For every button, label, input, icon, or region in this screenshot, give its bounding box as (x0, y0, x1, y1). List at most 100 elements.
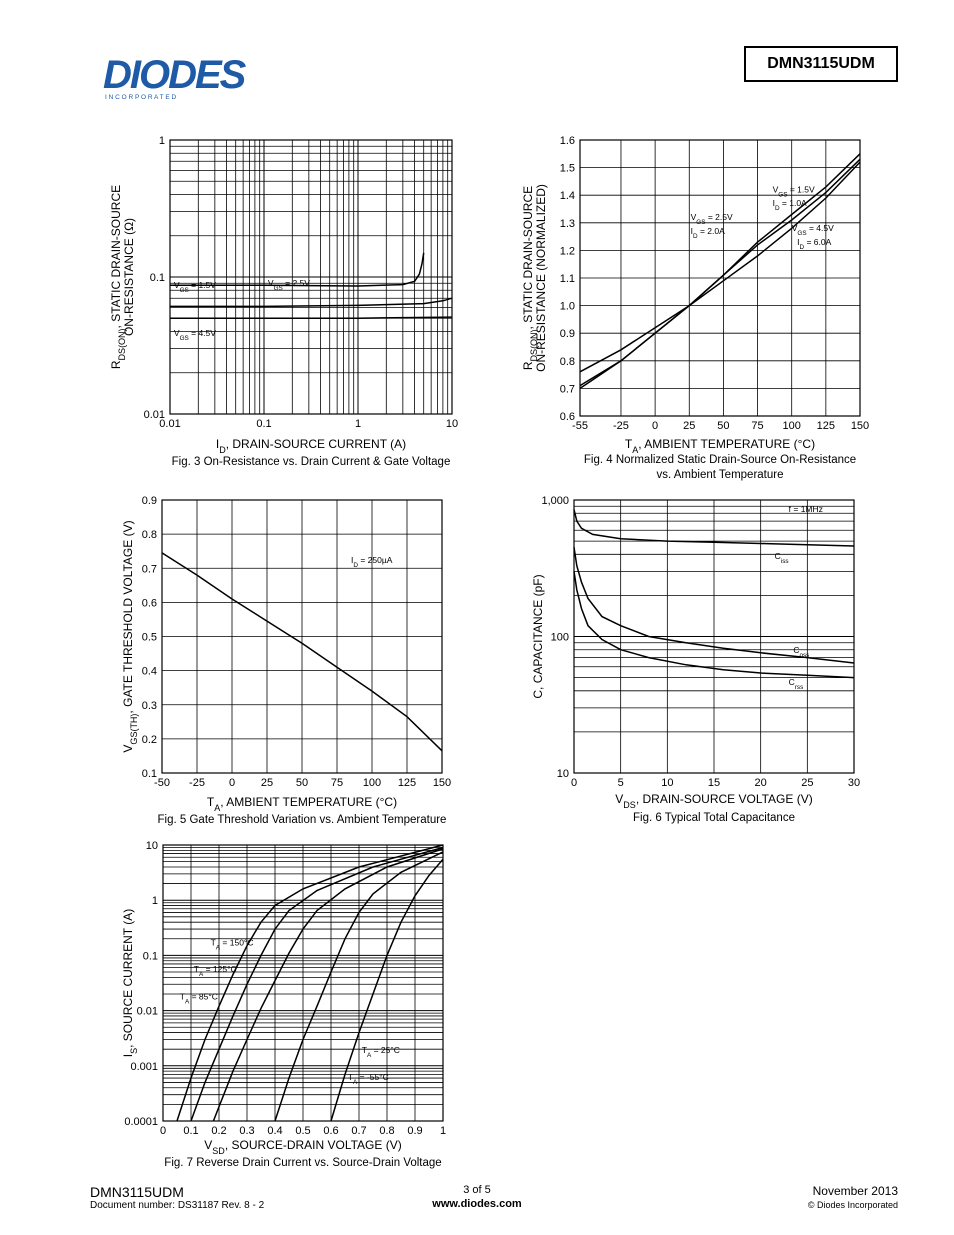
fig7-xtick-label: 0.6 (323, 1125, 338, 1137)
fig6-annotation: Coss (793, 645, 809, 659)
fig5-xtick-label: 0 (229, 777, 235, 789)
fig4-ytick-label: 0.9 (560, 328, 575, 340)
fig7-series-line-3 (274, 851, 444, 1122)
fig3-grid (169, 139, 453, 415)
fig4-ytick-label: 1.4 (560, 190, 575, 202)
fig5-ytick-label: 0.6 (142, 597, 157, 609)
footer-date: November 2013 (812, 1184, 898, 1198)
fig3-annotation: VGS = 1.5V (174, 280, 216, 294)
fig5-ytick-label: 0.8 (142, 529, 157, 541)
fig5-y-axis-label: VGS(TH), GATE THRESHOLD VOLTAGE (V) (121, 520, 139, 752)
fig4-xtick-label: -55 (572, 420, 588, 432)
fig6-y-axis-label: C, CAPACITANCE (pF) (531, 574, 545, 698)
fig4-ytick-label: 0.6 (560, 411, 575, 423)
fig7-annotation: TA = 85°C (180, 991, 218, 1005)
footer-part-number: DMN3115UDM (90, 1184, 184, 1200)
fig6-ytick-label: 100 (551, 632, 569, 644)
fig6-chart: 0 5 10 15 20 25 30 10 100 1,000 f = 1MHz Ciss Coss Cr… (531, 495, 860, 824)
fig4-annotation: VGS = 2.5V (691, 212, 733, 226)
fig4-ytick-label: 1.6 (560, 135, 575, 147)
fig4-y-axis-label: RDS(ON), STATIC DRAIN-SOURCE (521, 186, 539, 370)
fig4-ytick-label: 1.2 (560, 245, 575, 257)
fig6-caption: Fig. 6 Typical Total Capacitance (633, 812, 795, 824)
fig7-x-axis-label: VSD, SOURCE-DRAIN VOLTAGE (V) (204, 1138, 401, 1156)
fig5-x-axis-label: TA, AMBIENT TEMPERATURE (°C) (207, 795, 397, 813)
fig5-caption: Fig. 5 Gate Threshold Variation vs. Ambi… (158, 814, 447, 826)
fig3-chart: 0.01 0.1 1 10 0.01 0.1 1 VGS = 1.5V VGS = 2.5V VG… (109, 135, 458, 468)
fig4-ytick-label: 1.1 (560, 273, 575, 285)
fig4-xtick-label: 75 (751, 420, 763, 432)
footer-page: 3 of 5 (463, 1184, 491, 1196)
fig7-ytick-label: 1 (152, 895, 158, 907)
fig7-annotation: TA = 125°C (194, 964, 237, 978)
fig7-xtick-label: 0.5 (295, 1125, 310, 1137)
fig6-ytick-label: 10 (557, 768, 569, 780)
fig7-chart: 0 0.1 0.2 0.3 0.4 0.5 0.6 0.7 0.8 0.9 1 0.0001 0.001… (121, 840, 446, 1169)
fig7-series-line-2 (212, 848, 444, 1122)
fig7-ytick-label: 0.1 (143, 950, 158, 962)
fig4-xtick-label: 25 (683, 420, 695, 432)
fig4-xtick-label: -25 (613, 420, 629, 432)
fig7-xtick-label: 0.3 (239, 1125, 254, 1137)
fig5-annotation: ID = 250µA (351, 555, 393, 569)
fig4-series-line-0 (579, 161, 861, 373)
fig4-annotation: VGS = 1.5V (773, 184, 815, 198)
fig5-ytick-label: 0.3 (142, 700, 157, 712)
fig6-annotation: Ciss (775, 551, 789, 565)
fig5-ytick-label: 0.7 (142, 563, 157, 575)
fig4-annotation: ID = 2.0A (691, 226, 725, 240)
fig5-series-line-0 (161, 552, 443, 752)
fig4-annotation: VGS = 4.5V (792, 223, 834, 237)
fig5-chart: -50 -25 0 25 50 75 100 125 150 0.1 0.2 0.3 0.4 0.5 0.6… (121, 495, 451, 826)
fig3-ytick-label: 1 (159, 135, 165, 147)
fig7-ytick-label: 0.0001 (124, 1116, 158, 1128)
fig7-annotation: TA = 150°C (211, 938, 254, 952)
fig4-ytick-label: 1.3 (560, 218, 575, 230)
fig7-xtick-label: 0.4 (267, 1125, 282, 1137)
fig3-ytick-label: 0.1 (150, 272, 165, 284)
fig4-xtick-label: 100 (783, 420, 801, 432)
fig4-annotation: ID = 6.0A (797, 237, 831, 251)
fig3-xtick-label: 0.01 (159, 418, 180, 430)
fig7-series-line-1 (190, 846, 444, 1122)
fig4-annotation: ID = 1.0A (773, 198, 807, 212)
fig6-annotation: f = 1MHz (789, 504, 823, 514)
fig6-xtick-label: 10 (661, 777, 673, 789)
fig7-grid (162, 844, 444, 1122)
fig5-ytick-label: 0.1 (142, 768, 157, 780)
fig5-xtick-label: 75 (331, 777, 343, 789)
fig5-ytick-label: 0.5 (142, 632, 157, 644)
fig4-chart: -55 -25 0 25 50 75 100 125 150 0.6 0.7 0.8 0.9 1.0 1.1… (521, 135, 869, 481)
fig3-annotation: VGS = 4.5V (174, 328, 216, 342)
fig7-xtick-label: 0.8 (379, 1125, 394, 1137)
fig6-x-axis-label: VDS, DRAIN-SOURCE VOLTAGE (V) (615, 792, 812, 810)
fig6-xtick-label: 5 (618, 777, 624, 789)
fig3-y-axis-label: RDS(ON), STATIC DRAIN-SOURCE (109, 185, 127, 369)
fig7-caption: Fig. 7 Reverse Drain Current vs. Source-… (164, 1157, 441, 1169)
fig7-xtick-label: 0.2 (211, 1125, 226, 1137)
fig5-xtick-label: -25 (189, 777, 205, 789)
fig5-xtick-label: 50 (296, 777, 308, 789)
fig6-series-line-0 (573, 509, 855, 547)
footer-website[interactable]: www.diodes.com (432, 1198, 522, 1210)
fig7-xtick-label: 0.1 (183, 1125, 198, 1137)
fig4-xtick-label: 50 (717, 420, 729, 432)
fig7-series-line-4 (330, 858, 444, 1122)
fig4-ytick-label: 0.7 (560, 383, 575, 395)
fig7-xtick-label: 0 (160, 1125, 166, 1137)
fig4-ytick-label: 1.0 (560, 301, 575, 313)
fig7-xtick-label: 0.7 (351, 1125, 366, 1137)
diodes-logo: DIODES I N C O R P O R A T E D (103, 53, 249, 101)
fig3-xtick-label: 1 (355, 418, 361, 430)
fig5-xtick-label: 100 (363, 777, 381, 789)
fig5-ytick-label: 0.2 (142, 734, 157, 746)
fig6-ytick-label: 1,000 (541, 495, 569, 507)
fig3-xtick-label: 0.1 (256, 418, 271, 430)
fig3-ytick-label: 0.01 (144, 409, 165, 421)
fig7-ytick-label: 10 (146, 840, 158, 852)
fig4-caption: Fig. 4 Normalized Static Drain-Source On… (584, 454, 856, 466)
fig4-x-axis-label: TA, AMBIENT TEMPERATURE (°C) (625, 437, 815, 455)
fig6-series-line-2 (573, 571, 855, 679)
fig7-y-axis-label: IS, SOURCE CURRENT (A) (121, 909, 139, 1057)
fig3-y-axis-label-2: ON-RESISTANCE (Ω) (122, 218, 136, 336)
